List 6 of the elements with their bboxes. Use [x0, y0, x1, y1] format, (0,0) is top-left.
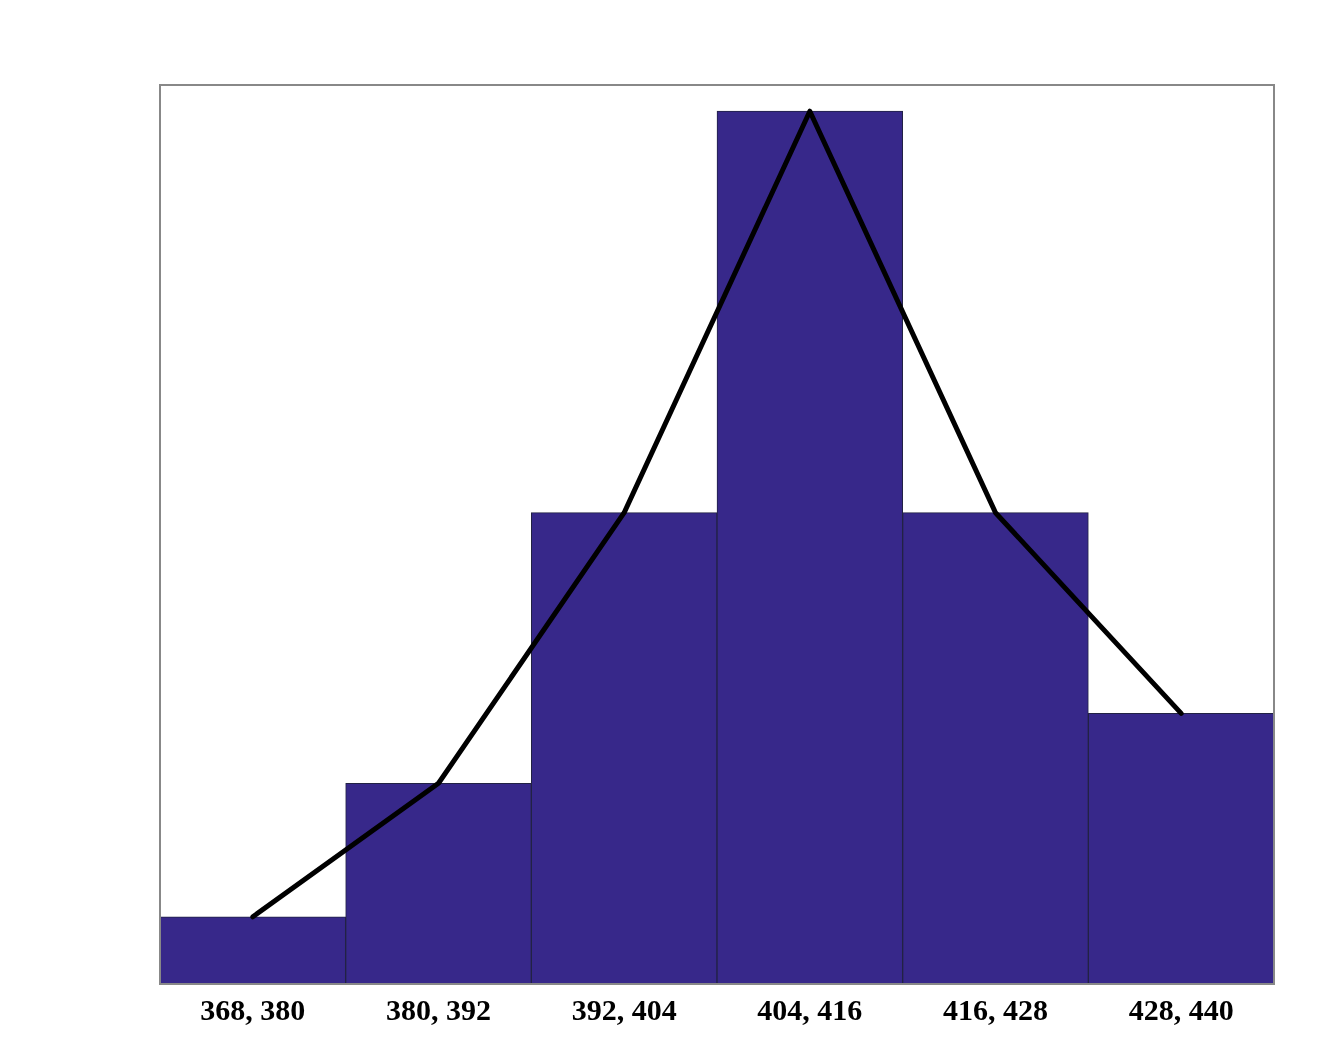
x-tick-label: 404, 416 — [757, 992, 863, 1026]
x-tick-label: 392, 404 — [571, 992, 677, 1026]
x-tick-label: 368, 380 — [200, 992, 306, 1026]
x-tick-label: 428, 440 — [1128, 992, 1234, 1026]
x-tick-label: 416, 428 — [943, 992, 1048, 1026]
x-tick-label: 380, 392 — [386, 992, 491, 1026]
